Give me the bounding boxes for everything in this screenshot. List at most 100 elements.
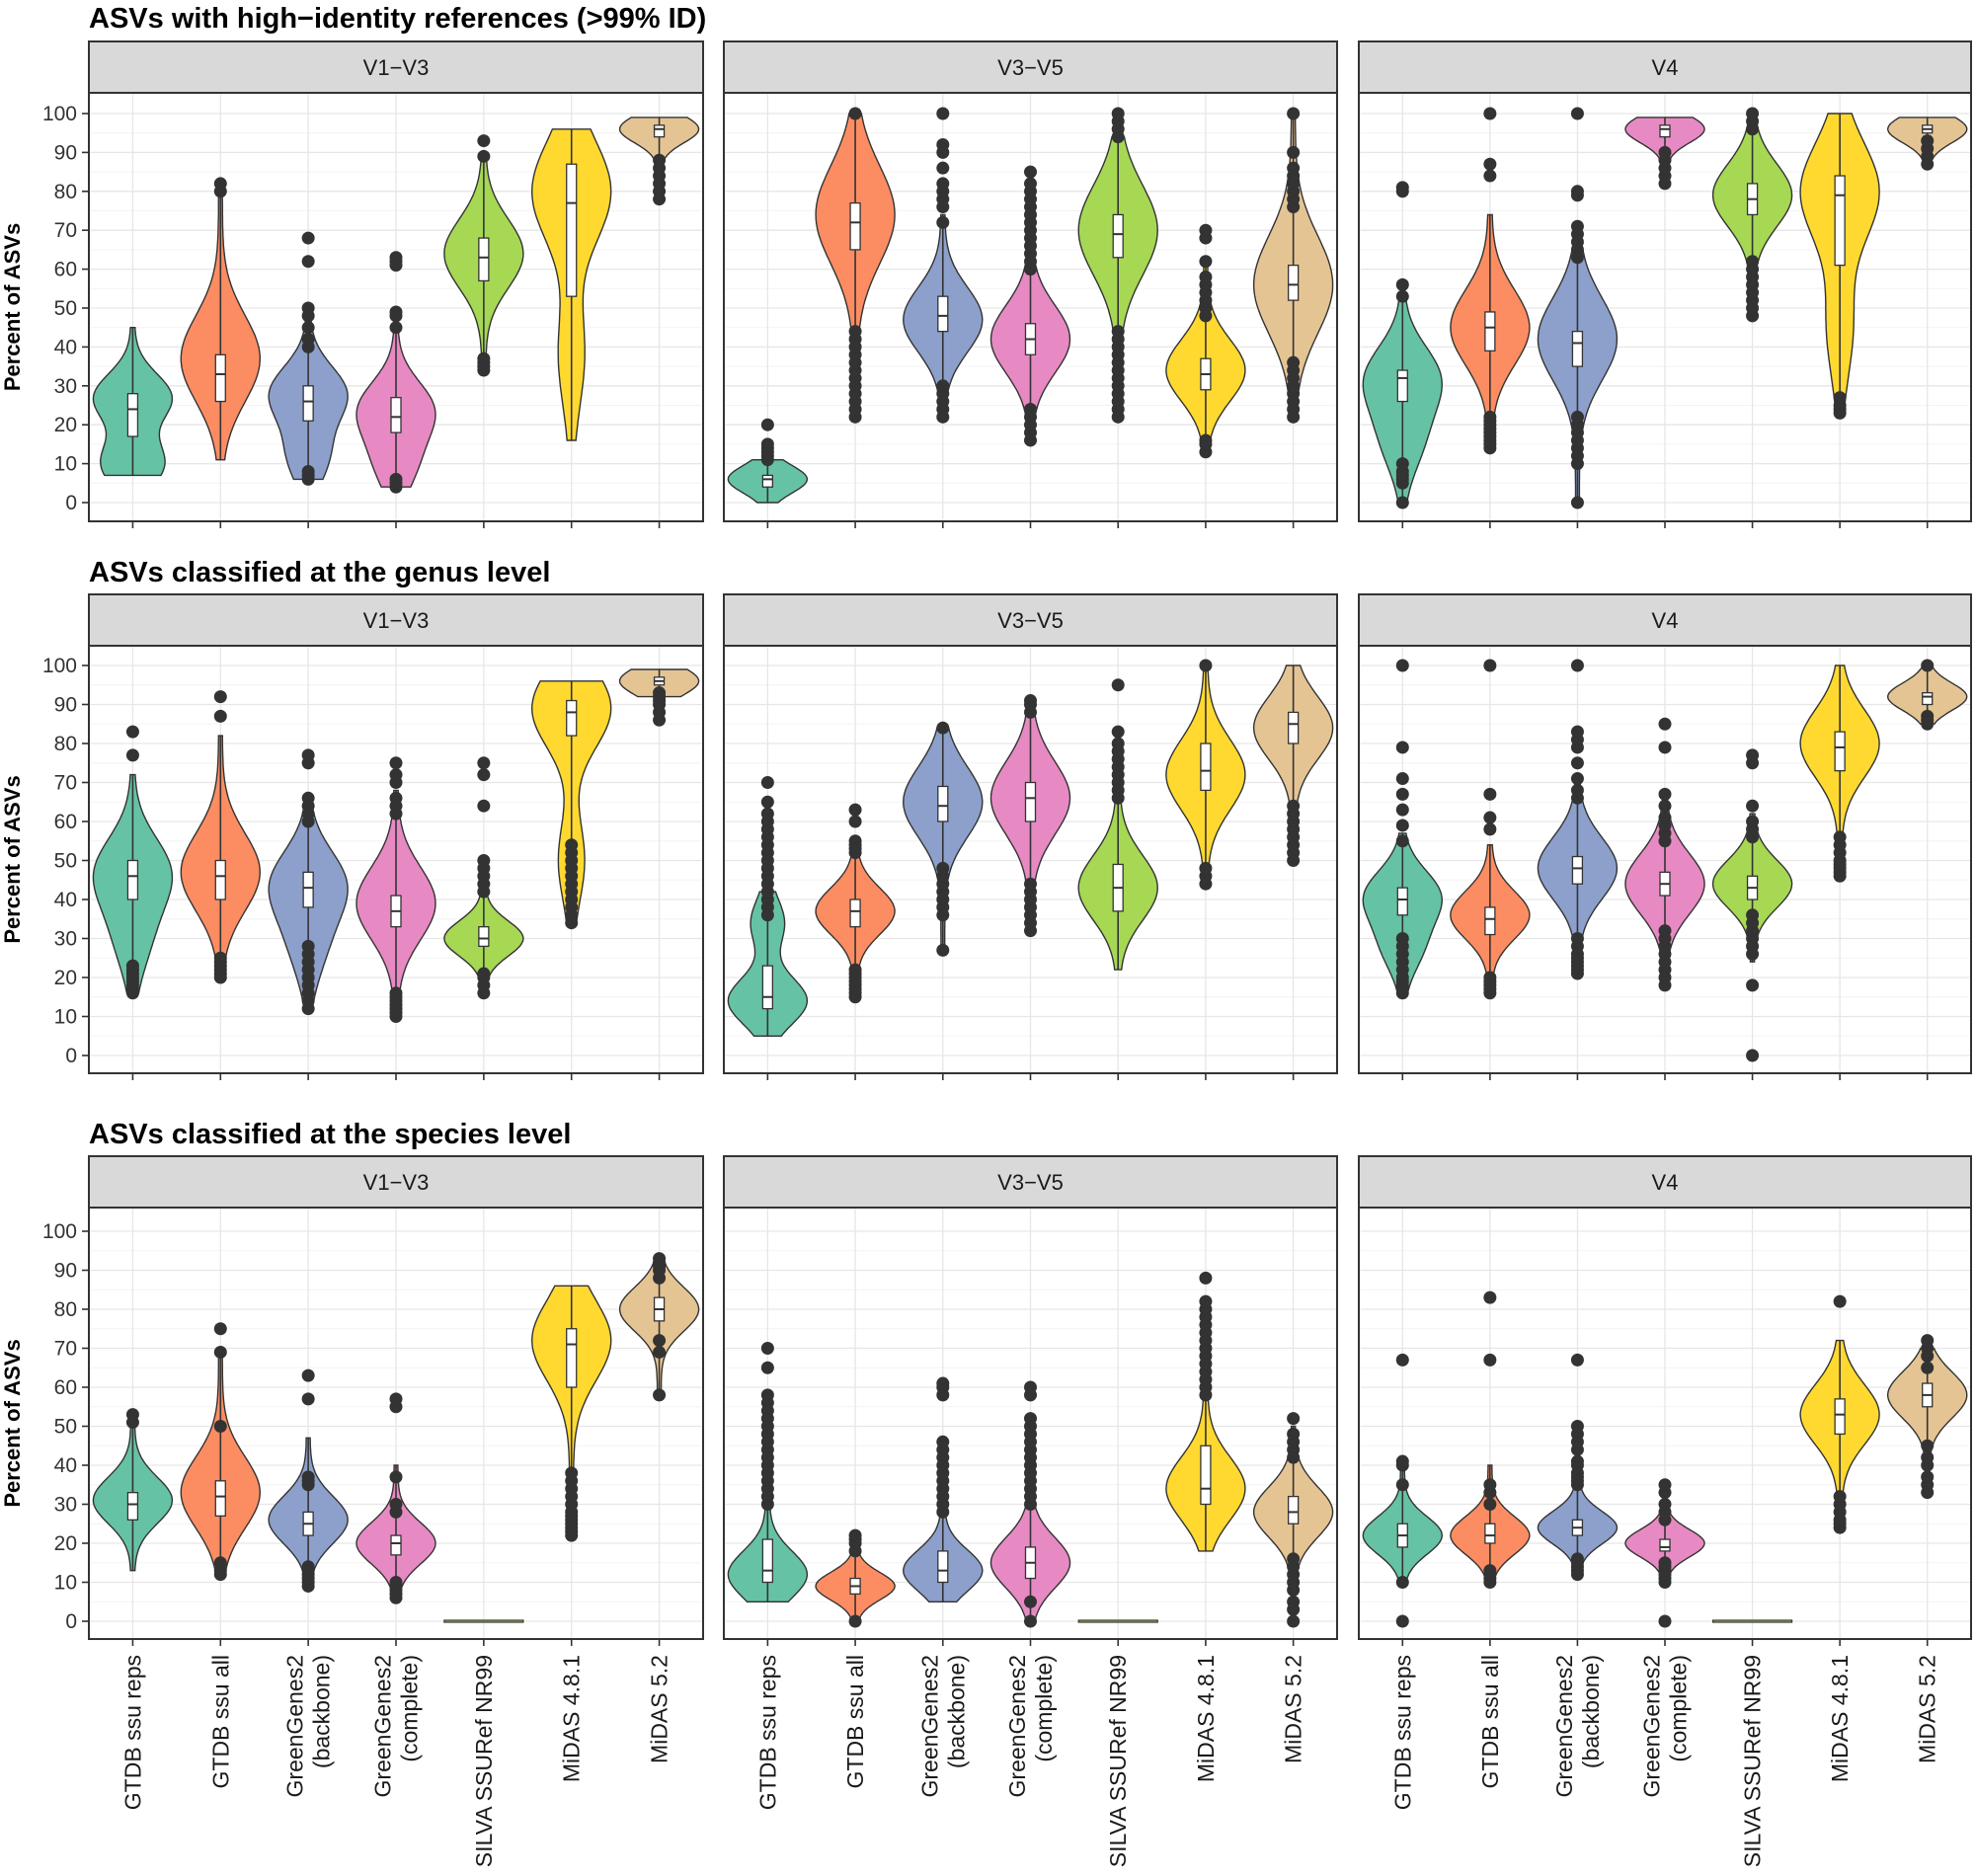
outlier-point [1570, 410, 1584, 424]
outlier-point [1483, 1290, 1497, 1304]
outlier-point [1746, 107, 1760, 120]
y-tick-label: 20 [54, 414, 77, 436]
iqr-box [849, 201, 861, 251]
violin-greengenes2-complete [356, 1392, 436, 1604]
iqr-box [126, 1492, 139, 1521]
outlier-point [1570, 496, 1584, 509]
outlier-point [1746, 255, 1760, 269]
outlier-point [1395, 1614, 1409, 1628]
iqr-box [390, 1534, 402, 1556]
outlier-point [301, 1392, 315, 1406]
outlier-point [1483, 410, 1497, 424]
x-category-label: GTDB ssu all [207, 1655, 233, 1788]
x-labels-v1-v3: GTDB ssu reps GTDB ssu all GreenGenes2 (bac… [119, 1655, 672, 1867]
outlier-point [1395, 289, 1409, 303]
outlier-point [1570, 1420, 1584, 1433]
outlier-point [1287, 1595, 1301, 1608]
outlier-point [1287, 161, 1301, 175]
violin-midas-5-2 [618, 117, 700, 206]
outlier-point [477, 756, 491, 770]
outlier-point [1199, 255, 1213, 269]
outlier-point [1570, 107, 1584, 120]
panel-v3-v5: V3−V5 [723, 593, 1338, 1080]
outlier-point [1483, 971, 1497, 984]
violin-greengenes2-complete [356, 251, 436, 494]
outlier-point [1833, 1294, 1847, 1308]
outlier-point [760, 1342, 774, 1355]
violin-greengenes2-backbone [268, 1368, 349, 1593]
y-tick-label: 100 [42, 655, 77, 677]
y-tick-label: 60 [54, 1376, 77, 1399]
violin-midas-5-2 [618, 1252, 700, 1402]
outlier-point [848, 834, 862, 848]
iqr-box [1287, 265, 1300, 301]
outlier-point [1395, 1478, 1409, 1492]
x-category-label: (complete) [1031, 1655, 1057, 1762]
violin-gtdb-ssu-all [815, 107, 896, 424]
violin-greengenes2-backbone [903, 1376, 984, 1602]
outlier-point [1833, 1490, 1847, 1504]
x-category-label: MiDAS 5.2 [1915, 1655, 1940, 1763]
iqr-box [937, 1550, 949, 1584]
y-tick-label: 10 [54, 453, 77, 476]
outlier-point [848, 1614, 862, 1628]
iqr-box [1659, 124, 1671, 138]
outlier-point [848, 803, 862, 817]
violin-midas-5-2 [1886, 117, 1968, 171]
y-tick-label: 70 [54, 772, 77, 795]
iqr-box [1396, 369, 1408, 403]
outlier-point [1287, 1427, 1301, 1441]
outlier-point [1111, 325, 1125, 339]
outlier-point [1483, 169, 1497, 183]
outlier-point [653, 1334, 667, 1348]
violin-silva-ssuref-nr99 [1711, 107, 1793, 323]
violin-greengenes2-complete [1624, 117, 1705, 191]
outlier-point [1483, 1478, 1497, 1492]
y-tick-label: 10 [54, 1006, 77, 1029]
outlier-point [936, 943, 950, 957]
outlier-point [1483, 157, 1497, 171]
x-category-label: (backbone) [943, 1655, 969, 1768]
y-tick-label: 40 [54, 336, 77, 358]
iqr-box [214, 859, 226, 900]
outlier-point [1024, 165, 1037, 179]
x-category-label: GreenGenes2 [1551, 1655, 1577, 1797]
violin-gtdb-ssu-reps [92, 725, 174, 1000]
outlier-point [1570, 1552, 1584, 1566]
outlier-point [1024, 1412, 1037, 1426]
outlier-point [1024, 177, 1037, 191]
violin-midas-5-2 [618, 668, 700, 727]
outlier-point [477, 768, 491, 782]
outlier-point [1570, 219, 1584, 233]
outlier-point [1395, 803, 1409, 817]
outlier-point [1921, 1470, 1935, 1484]
outlier-point [125, 725, 139, 739]
violin-greengenes2-backbone [268, 231, 349, 486]
facet-label: V1−V3 [363, 608, 430, 633]
panel-v4: V4 [1358, 40, 1972, 528]
y-tick-label: 90 [54, 694, 77, 717]
outlier-point [936, 138, 950, 152]
iqr-box [1200, 743, 1212, 792]
outlier-point [301, 1470, 315, 1484]
outlier-point [301, 464, 315, 478]
outlier-point [1658, 717, 1672, 731]
outlier-point [936, 161, 950, 175]
outlier-point [848, 325, 862, 339]
y-tick-label: 0 [65, 492, 77, 514]
outlier-point [389, 986, 403, 1000]
violin-greengenes2-backbone [1537, 107, 1619, 509]
y-tick-label: 30 [54, 1494, 77, 1517]
x-category-label: (complete) [1666, 1655, 1692, 1762]
outlier-point [1921, 709, 1935, 723]
violin-greengenes2-backbone [1537, 659, 1619, 980]
y-tick-label: 90 [54, 141, 77, 164]
iqr-box [1396, 887, 1408, 916]
outlier-point [301, 333, 315, 347]
outlier-point [301, 255, 315, 269]
outlier-point [1395, 659, 1409, 672]
violin-gtdb-ssu-reps [1362, 181, 1444, 509]
violin-midas-4-8-1 [1799, 113, 1880, 420]
outlier-point [1395, 787, 1409, 801]
x-category-label: GreenGenes2 [282, 1655, 308, 1797]
